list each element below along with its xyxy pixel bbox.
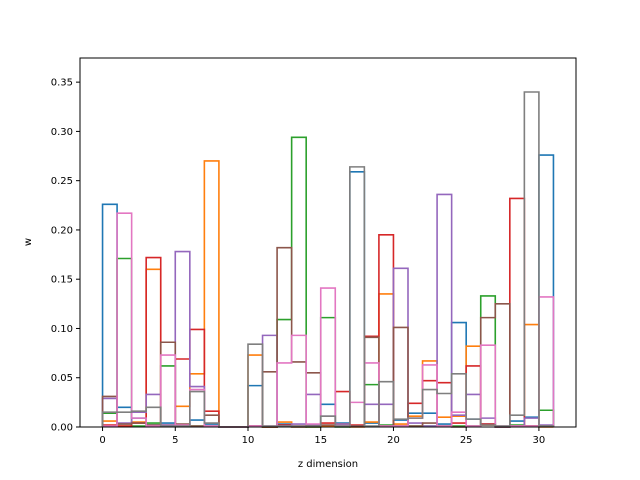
- x-axis-label: z dimension: [298, 459, 358, 470]
- y-tick-label: 0.15: [51, 275, 73, 286]
- series-7-outline: [101, 212, 555, 428]
- y-tick-label: 0.35: [51, 78, 73, 89]
- y-tick-label: 0.25: [51, 176, 73, 187]
- x-tick-label: 20: [387, 435, 400, 446]
- y-tick-label: 0.20: [51, 225, 73, 236]
- series-layer: [101, 91, 555, 428]
- y-tick-label: 0.05: [51, 373, 73, 384]
- y-tick-label: 0.10: [51, 324, 73, 335]
- x-axis-ticks: 0 5 10 15 20 25 30: [99, 427, 545, 446]
- x-tick-label: 10: [242, 435, 255, 446]
- x-tick-label: 5: [172, 435, 178, 446]
- x-tick-label: 0: [99, 435, 105, 446]
- axes-frame: [79, 57, 577, 428]
- x-tick-label: 25: [460, 435, 473, 446]
- y-tick-label: 0.00: [51, 423, 73, 434]
- y-axis-ticks: 0.00 0.05 0.10 0.15 0.20 0.25 0.30 0.35: [51, 78, 80, 434]
- series-8-outline: [101, 91, 555, 428]
- x-tick-label: 30: [533, 435, 546, 446]
- y-axis-label: w: [23, 238, 34, 246]
- series-8: [101, 91, 555, 428]
- y-tick-label: 0.30: [51, 127, 73, 138]
- x-tick-label: 15: [314, 435, 327, 446]
- series-7: [101, 212, 555, 428]
